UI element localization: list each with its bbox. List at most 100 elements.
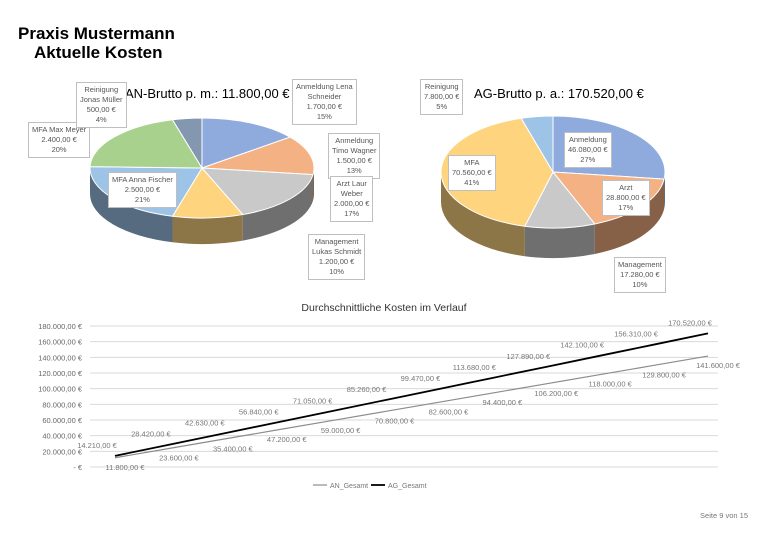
pie-side-1 (313, 168, 314, 201)
slice-label-text: 4% (95, 115, 107, 124)
data-label: 113.680,00 € (453, 363, 497, 372)
slice-label-text: 46.080,00 € (568, 145, 608, 154)
slice-label-text: MFA (464, 158, 480, 167)
slice-label-text: Arzt (619, 183, 633, 192)
pie-slice (200, 167, 314, 216)
slice-label-text: 1.700,00 € (306, 102, 343, 111)
line-chart-title: Durchschnittliche Kosten im Verlauf (301, 302, 467, 314)
y-tick-label: 100.000,00 € (38, 385, 83, 394)
slice-label-text: 13% (346, 166, 362, 175)
pie-side-3 (441, 172, 525, 257)
data-label: 47.200,00 € (267, 435, 307, 444)
y-tick-label: 60.000,00 € (42, 416, 82, 425)
pie-slice (440, 117, 554, 227)
data-label: 141.600,00 € (696, 361, 741, 370)
data-label: 71.050,00 € (293, 396, 333, 405)
pie-slice (171, 117, 203, 170)
pie-side-0 (664, 172, 665, 210)
slice-label-text: 500,00 € (86, 105, 116, 114)
series-line-AN_Gesamt (114, 355, 709, 459)
slice-label-text: 17% (618, 203, 634, 212)
slice-label-text: Management (314, 237, 359, 246)
slice-label-text: Anmeldung Lena (296, 82, 353, 91)
y-tick-label: 80.000,00 € (42, 400, 82, 409)
slice-label: MFA Max Meyer 2.400,00 €20% (28, 122, 91, 158)
slice-label: Anmeldung Lena Schneider 1.700,00 €15% (292, 79, 357, 125)
slice-label-text: Reinigung (84, 85, 119, 94)
data-label: 118.000,00 € (589, 380, 633, 389)
slice-label-text: 70.560,00 € (452, 168, 492, 177)
slice-label-text: Management (618, 260, 662, 269)
data-label: 56.840,00 € (239, 407, 279, 416)
slice-label-text: 17% (344, 209, 360, 218)
slice-label: Reinigung 7.800,00 €5% (420, 79, 464, 115)
data-label: 28.420,00 € (131, 430, 171, 439)
legend-label: AN_Gesamt (330, 483, 368, 490)
an-pie-title: AN-Brutto p. m.: 11.800,00 € (125, 86, 290, 101)
slice-label-text: MFA Max Meyer (32, 125, 87, 134)
data-label: 129.800,00 € (642, 370, 687, 379)
data-label: 99.470,00 € (401, 374, 441, 383)
slice-label-text: 15% (316, 112, 332, 121)
slice-label-text: 17.280,00 € (620, 270, 660, 279)
slice-label-text: 10% (329, 267, 345, 276)
slice-label: Reinigung Jonas Müller 500,00 €4% (76, 82, 127, 128)
slice-label-text: Anmeldung (335, 136, 374, 145)
y-tick-label: 140.000,00 € (38, 353, 83, 362)
slice-label-text: 2.400,00 € (41, 135, 77, 144)
data-label: 82.600,00 € (429, 407, 469, 416)
slice-label: Anmeldung 46.080,00 €27% (564, 132, 612, 168)
data-label: 170.520,00 € (668, 318, 713, 327)
y-tick-label: 40.000,00 € (42, 432, 82, 441)
data-label: 85.260,00 € (347, 385, 387, 394)
y-tick-label: 120.000,00 € (38, 369, 83, 378)
slice-label: Management 17.280,00 €10% (614, 257, 666, 293)
slice-label-text: MFA Anna Fischer (112, 175, 173, 184)
slice-label-text: Jonas Müller (80, 95, 123, 104)
slice-label-text: Timo Wagner (332, 146, 377, 155)
series-line-AG_Gesamt (114, 332, 709, 457)
data-label: 70.800,00 € (375, 417, 415, 426)
pie-slice (524, 171, 596, 229)
slice-label-text: 1.500,00 € (336, 156, 372, 165)
line-chart: - € 20.000,00 € 40.000,00 € 60.000,00 € 80.0… (38, 318, 741, 490)
slice-label-text: Weber (340, 189, 363, 198)
slice-label: MFA Anna Fischer 2.500,00 €21% (108, 172, 177, 208)
data-label: 14.210,00 € (77, 441, 117, 450)
pie-side-1 (594, 179, 665, 254)
pie-side-2 (524, 223, 595, 258)
page-title: Praxis Mustermann (18, 24, 175, 43)
slice-label: Management Lukas Schmidt 1.200,00 €10% (308, 234, 366, 280)
data-label: 35.400,00 € (213, 444, 253, 453)
y-tick-label: 180.000,00 € (38, 322, 83, 331)
slice-label-text: 41% (464, 178, 480, 187)
slice-label-text: Schneider (307, 92, 342, 101)
slice-label-text: Arzt Laur (336, 179, 367, 188)
slice-label: Anmeldung Timo Wagner 1.500,00 €13% (328, 133, 381, 179)
data-label: 106.200,00 € (534, 389, 579, 398)
legend-label: AG_Gesamt (388, 483, 427, 490)
slice-label-text: 1.200,00 € (318, 257, 355, 266)
slice-label-text: 5% (436, 102, 448, 111)
ag-pie-title: AG-Brutto p. a.: 170.520,00 € (474, 86, 644, 101)
data-label: 142.100,00 € (560, 341, 605, 350)
pie-slice (171, 167, 244, 219)
data-label: 42.630,00 € (185, 419, 225, 428)
slice-label-text: Reinigung (424, 82, 459, 91)
data-label: 94.400,00 € (483, 398, 523, 407)
slice-label-text: 2.500,00 € (124, 185, 161, 194)
data-label: 127.890,00 € (506, 352, 551, 361)
slice-label-text: 10% (632, 280, 648, 289)
pie-slice (520, 115, 554, 174)
y-tick-label: 160.000,00 € (38, 338, 83, 347)
slice-label-text: Anmeldung (568, 135, 607, 144)
data-label: 59.000,00 € (321, 426, 361, 435)
pie-side-3 (172, 214, 243, 244)
page-number: Seite 9 von 15 (700, 511, 748, 520)
data-label: 11.800,00 € (105, 463, 145, 472)
y-tick-label: 20.000,00 € (42, 447, 82, 456)
slice-label-text: 2.000,00 € (334, 199, 370, 208)
pie-slice (201, 117, 292, 169)
pie-side-2 (242, 174, 314, 241)
